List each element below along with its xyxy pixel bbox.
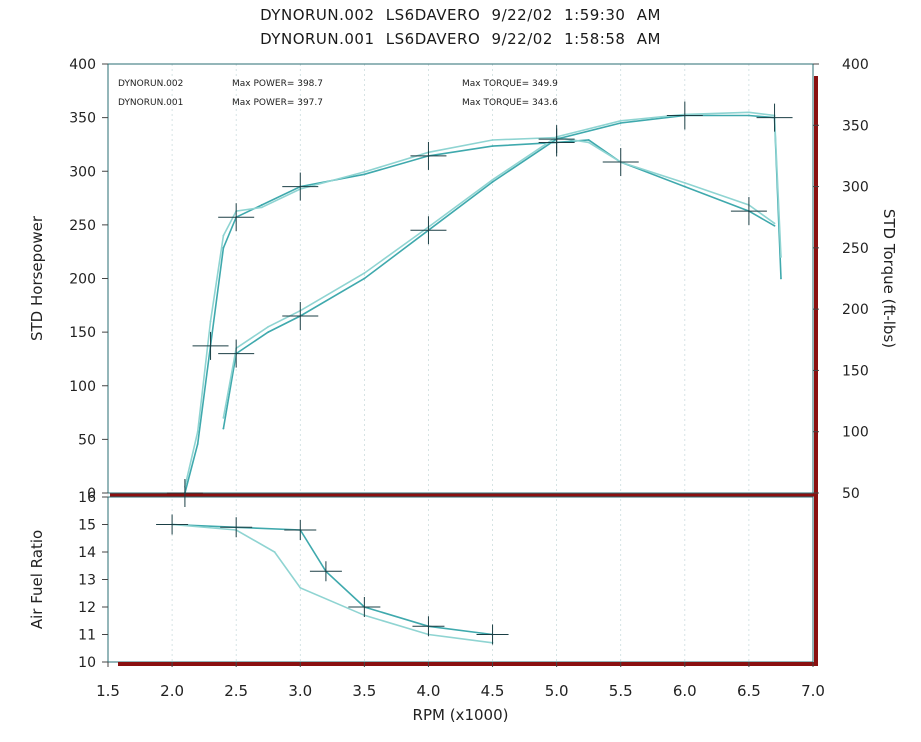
data-point-horsepower (780, 277, 782, 280)
y-tick-label-horsepower: 150 (69, 325, 96, 341)
y-tick-label-horsepower: 50 (78, 432, 96, 448)
y-tick-label-horsepower: 350 (69, 111, 96, 127)
series-torque-dynorun-001 (184, 136, 775, 488)
legend-max-torque-002: Max TORQUE= 349.9 (462, 79, 558, 89)
data-point-afr (273, 551, 276, 553)
series-afr-dynorun-001 (172, 523, 493, 644)
x-tick-label: 2.5 (224, 682, 248, 700)
x-tick-label: 3.5 (352, 682, 376, 700)
x-axis-label-rpm: RPM (x1000) (413, 706, 509, 724)
y-axis-label-torque: STD Torque (ft-lbs) (880, 209, 898, 348)
data-point-horsepower (222, 427, 225, 430)
y-tick-label-torque: 100 (842, 425, 869, 441)
legend-max-power-001: Max POWER= 397.7 (232, 98, 323, 108)
data-point-afr (299, 586, 302, 589)
legend-run-002: DYNORUN.002 (118, 79, 183, 89)
x-tick-label: 6.5 (737, 682, 761, 700)
series-afr-dynorun-002 (172, 523, 493, 636)
data-point-horsepower (267, 325, 270, 328)
data-point-torque (222, 246, 225, 249)
y-tick-label-torque: 300 (842, 180, 869, 196)
y-tick-label-afr: 14 (78, 545, 96, 561)
y-tick-label-afr: 13 (78, 573, 96, 589)
data-point-horsepower (748, 114, 750, 117)
data-point-torque (222, 234, 225, 237)
x-tick-label: 5.0 (545, 682, 569, 700)
y-axis-label-air-fuel-ratio: Air Fuel Ratio (28, 530, 46, 629)
data-point-horsepower (748, 111, 750, 114)
data-point-torque (683, 185, 686, 188)
data-point-horsepower (267, 331, 270, 334)
y-tick-label-torque: 250 (842, 241, 869, 257)
y-tick-label-torque: 200 (842, 302, 869, 318)
data-point-horsepower (363, 277, 366, 280)
top-panel-frame (107, 63, 814, 494)
y-tick-label-horsepower: 0 (87, 486, 96, 502)
data-point-torque (491, 139, 494, 141)
data-point-torque (196, 443, 199, 445)
x-tick-label: 1.5 (96, 682, 120, 700)
data-point-torque (260, 204, 263, 206)
x-tick-label: 5.5 (609, 682, 633, 700)
data-point-torque (209, 320, 212, 323)
y-tick-label-afr: 16 (78, 490, 96, 506)
series-torque-dynorun-002 (184, 139, 775, 494)
x-tick-label: 3.0 (288, 682, 312, 700)
y-tick-label-horsepower: 250 (69, 218, 96, 234)
x-tick-label: 2.0 (160, 682, 184, 700)
x-tick-label: 6.0 (673, 682, 697, 700)
y-tick-label-horsepower: 400 (69, 57, 96, 73)
data-point-torque (363, 170, 366, 173)
data-point-horsepower (780, 256, 782, 258)
x-tick-label: 4.0 (417, 682, 441, 700)
y-tick-label-torque: 50 (842, 486, 860, 502)
y-axis-label-horsepower: STD Horsepower (28, 215, 46, 341)
legend-max-torque-001: Max TORQUE= 343.6 (462, 98, 558, 108)
legend-max-power-002: Max POWER= 398.7 (232, 79, 323, 89)
y-tick-label-afr: 10 (78, 655, 96, 671)
y-tick-label-afr: 11 (78, 628, 96, 644)
data-point-horsepower (619, 119, 622, 122)
data-point-horsepower (619, 122, 622, 124)
data-point-torque (491, 145, 494, 148)
data-point-torque (260, 206, 263, 209)
y-tick-label-afr: 15 (78, 518, 96, 534)
data-point-torque (773, 224, 776, 227)
y-tick-label-horsepower: 100 (69, 379, 96, 395)
data-point-horsepower (222, 417, 225, 419)
y-tick-label-horsepower: 200 (69, 272, 96, 288)
header-run-001: DYNORUN.001 LS6DAVERO 9/22/02 1:58:58 AM (260, 30, 661, 48)
y-tick-label-torque: 400 (842, 57, 869, 73)
data-point-horsepower (491, 181, 494, 183)
bottom-panel-frame (107, 496, 814, 663)
x-tick-label: 4.5 (481, 682, 505, 700)
data-point-torque (773, 222, 776, 225)
data-point-torque (363, 173, 366, 176)
x-tick-label: 7.0 (801, 682, 825, 700)
data-point-horsepower (363, 272, 366, 275)
y-tick-label-afr: 12 (78, 600, 96, 616)
data-point-torque (683, 181, 686, 184)
series-horsepower-dynorun-002 (222, 114, 782, 429)
y-tick-label-torque: 150 (842, 363, 869, 379)
y-tick-label-horsepower: 300 (69, 164, 96, 180)
data-point-torque (587, 139, 590, 141)
data-point-horsepower (491, 178, 494, 181)
series-horsepower-dynorun-001 (222, 111, 782, 419)
data-point-torque (587, 141, 590, 144)
data-point-torque (196, 430, 199, 433)
y-tick-label-torque: 350 (842, 118, 869, 134)
header-run-002: DYNORUN.002 LS6DAVERO 9/22/02 1:59:30 AM (260, 6, 661, 24)
legend-run-001: DYNORUN.001 (118, 98, 183, 108)
